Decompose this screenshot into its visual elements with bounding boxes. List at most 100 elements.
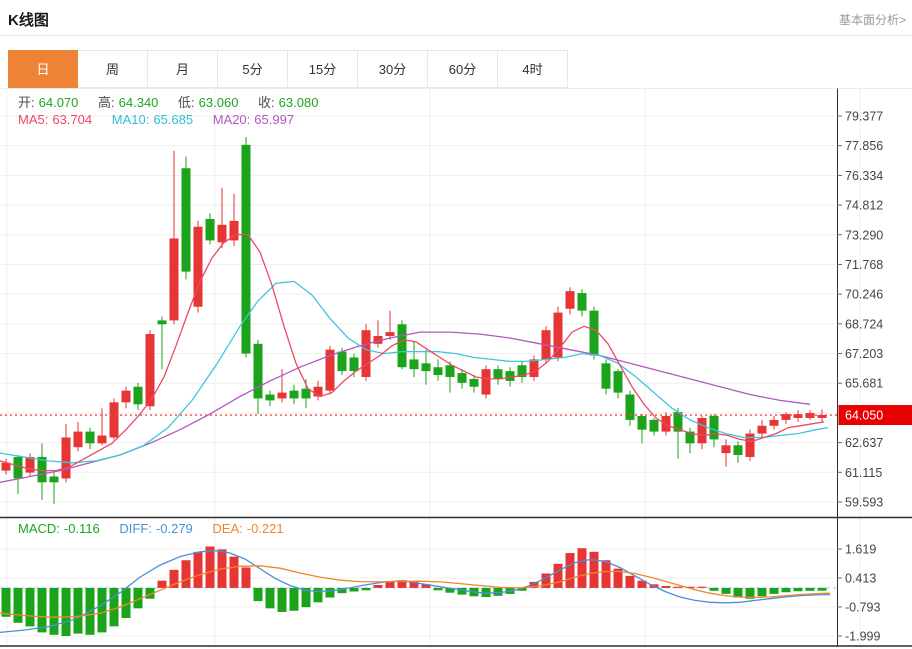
- close-value: 63.080: [278, 95, 319, 110]
- open-label: 开:: [18, 95, 35, 110]
- ma5-label: MA5:: [18, 112, 49, 127]
- macd-bar: [817, 587, 827, 591]
- candle-body: [529, 359, 539, 377]
- macd-bar: [445, 587, 455, 593]
- candle-body: [409, 359, 419, 370]
- macd-bar: [733, 587, 743, 598]
- candle-body: [181, 168, 191, 272]
- price-badge: [838, 405, 912, 426]
- candle-body: [565, 291, 575, 309]
- macd-bar: [673, 586, 683, 588]
- candle-body: [265, 394, 275, 401]
- candle-body: [385, 332, 395, 337]
- dea-label: DEA:: [212, 521, 243, 536]
- macd-bar: [589, 551, 599, 588]
- close-label: 收:: [258, 95, 275, 110]
- axis-tick-label: 59.593: [845, 495, 883, 509]
- macd-bar: [721, 587, 731, 594]
- tab-week[interactable]: 周: [78, 50, 148, 88]
- candle-body: [301, 388, 311, 399]
- candle-body: [253, 343, 263, 399]
- macd-bar: [397, 580, 407, 588]
- diff-line: [0, 549, 831, 634]
- macd-bar: [565, 553, 575, 588]
- macd-bar: [421, 584, 431, 588]
- macd-bar: [601, 560, 611, 588]
- macd-bar: [325, 587, 335, 598]
- ohlc-stats: 开: 64.070 高: 64.340 低: 63.060 收: 63.080: [18, 92, 322, 111]
- axis-tick-label: 61.115: [845, 466, 882, 480]
- candle-body: [781, 414, 791, 420]
- macd-bar: [169, 569, 179, 588]
- candle-body: [109, 402, 119, 438]
- candle-body: [217, 224, 227, 243]
- candle-body: [121, 390, 131, 403]
- candle-body: [457, 373, 467, 383]
- axis-tick-label: 65.681: [845, 377, 883, 391]
- axis-tick-label: 67.203: [845, 347, 883, 361]
- candle-body: [493, 369, 503, 379]
- macd-bar: [793, 587, 803, 592]
- macd-bar: [73, 587, 83, 634]
- tab-5min[interactable]: 5分: [218, 50, 288, 88]
- macd-bar: [361, 587, 371, 591]
- macd-bar: [301, 587, 311, 608]
- macd-stats: MACD: -0.116 DIFF: -0.279 DEA: -0.221: [18, 521, 288, 536]
- macd-bar: [349, 587, 359, 592]
- macd-bar: [1, 587, 11, 617]
- ma10-label: MA10:: [111, 112, 150, 127]
- ma5-line: [0, 233, 825, 472]
- tab-month[interactable]: 月: [148, 50, 218, 88]
- macd-bar: [541, 573, 551, 588]
- axis-tick-label: 1.619: [845, 542, 876, 556]
- macd-bar: [205, 546, 215, 588]
- macd-bar: [313, 587, 323, 603]
- macd-bar: [265, 587, 275, 609]
- ma-stats: MA5: 63.704 MA10: 65.685 MA20: 65.997: [18, 112, 298, 127]
- macd-bar: [25, 587, 35, 627]
- candle-body: [193, 226, 203, 307]
- candle-body: [745, 433, 755, 457]
- macd-bar: [337, 587, 347, 594]
- candle-body: [817, 415, 827, 418]
- page-title: K线图: [8, 12, 49, 29]
- macd-bar: [757, 587, 767, 597]
- candle-body: [73, 431, 83, 448]
- low-label: 低:: [178, 95, 195, 110]
- macd-bar: [697, 586, 707, 588]
- macd-bar: [37, 587, 47, 633]
- tab-30min[interactable]: 30分: [358, 50, 428, 88]
- candle-body: [97, 435, 107, 444]
- axis-tick-label: 62.637: [845, 436, 883, 450]
- axis-tick-label: 0.413: [845, 571, 876, 585]
- fundamental-analysis-link[interactable]: 基本面分析>: [838, 13, 906, 27]
- macd-bar: [769, 587, 779, 594]
- macd-bar: [61, 587, 71, 636]
- candle-body: [421, 363, 431, 372]
- candle-body: [709, 416, 719, 440]
- axis-tick-label: 74.812: [845, 199, 883, 213]
- ma10-value: 65.685: [153, 112, 194, 127]
- axis-tick-label: 70.246: [845, 288, 883, 302]
- tab-60min[interactable]: 60分: [428, 50, 498, 88]
- macd-bar: [13, 587, 23, 623]
- macd-bar: [49, 587, 59, 635]
- candle-body: [145, 334, 155, 407]
- macd-bar: [145, 587, 155, 599]
- tab-day[interactable]: 日: [8, 50, 78, 88]
- candle-body: [325, 349, 335, 391]
- tab-4hour[interactable]: 4时: [498, 50, 568, 88]
- candle-body: [373, 336, 383, 344]
- tab-15min[interactable]: 15分: [288, 50, 358, 88]
- macd-bar: [289, 587, 299, 611]
- candle-body: [517, 365, 527, 377]
- macd-bar: [553, 563, 563, 588]
- macd-bar: [805, 587, 815, 591]
- high-value: 64.340: [118, 95, 159, 110]
- period-tab-bar: 日 周 月 5分 15分 30分 60分 4时: [8, 50, 568, 88]
- axis-tick-label: 79.377: [845, 110, 883, 124]
- macd-bar: [685, 586, 695, 588]
- macd-bar: [577, 548, 587, 588]
